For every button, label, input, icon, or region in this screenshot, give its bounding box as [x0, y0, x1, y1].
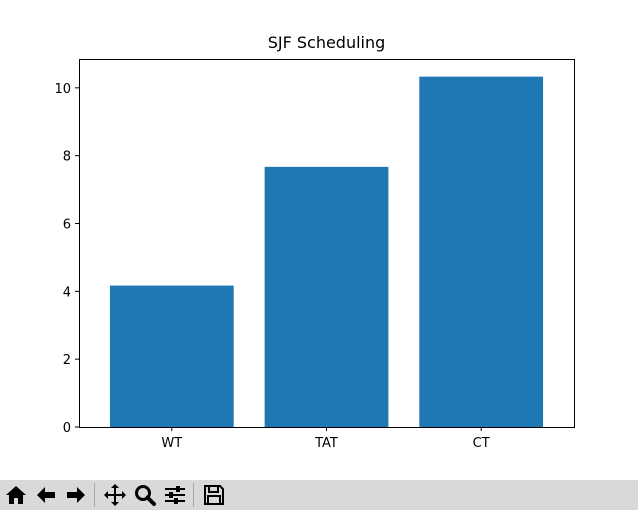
forward-button[interactable] — [62, 481, 90, 509]
back-arrow-icon — [37, 487, 55, 503]
forward-arrow-icon — [67, 487, 85, 503]
y-tick-label: 4 — [63, 285, 71, 300]
y-tick-label: 8 — [63, 150, 71, 165]
zoom-button[interactable] — [131, 481, 159, 509]
zoom-icon — [135, 485, 156, 506]
navigation-toolbar — [0, 480, 638, 510]
pan-button[interactable] — [101, 481, 129, 509]
home-icon — [6, 486, 26, 504]
back-button[interactable] — [32, 481, 60, 509]
save-icon — [204, 485, 224, 505]
x-tick-label: TAT — [314, 436, 338, 451]
configure-subplots-button[interactable] — [161, 481, 189, 509]
toolbar-separator — [193, 483, 194, 507]
save-button[interactable] — [200, 481, 228, 509]
figure-canvas: SJF Scheduling WT TAT CT 0 2 4 6 8 10 — [54, 33, 575, 451]
bar-ct — [419, 76, 544, 427]
toolbar-separator — [94, 483, 95, 507]
y-tick-label: 10 — [54, 82, 71, 97]
x-tick-label: CT — [473, 436, 490, 451]
x-tick-label: WT — [161, 436, 182, 451]
configure-subplots-icon — [165, 486, 185, 504]
y-tick-label: 0 — [63, 421, 71, 436]
pan-icon — [104, 484, 126, 506]
y-tick-label: 6 — [63, 217, 71, 232]
home-button[interactable] — [2, 481, 30, 509]
bar-wt — [109, 285, 234, 427]
bar-tat — [264, 166, 389, 428]
y-tick-label: 2 — [63, 353, 71, 368]
bar-chart: SJF Scheduling WT TAT CT 0 2 4 6 8 10 — [54, 33, 575, 451]
chart-title: SJF Scheduling — [268, 33, 386, 52]
